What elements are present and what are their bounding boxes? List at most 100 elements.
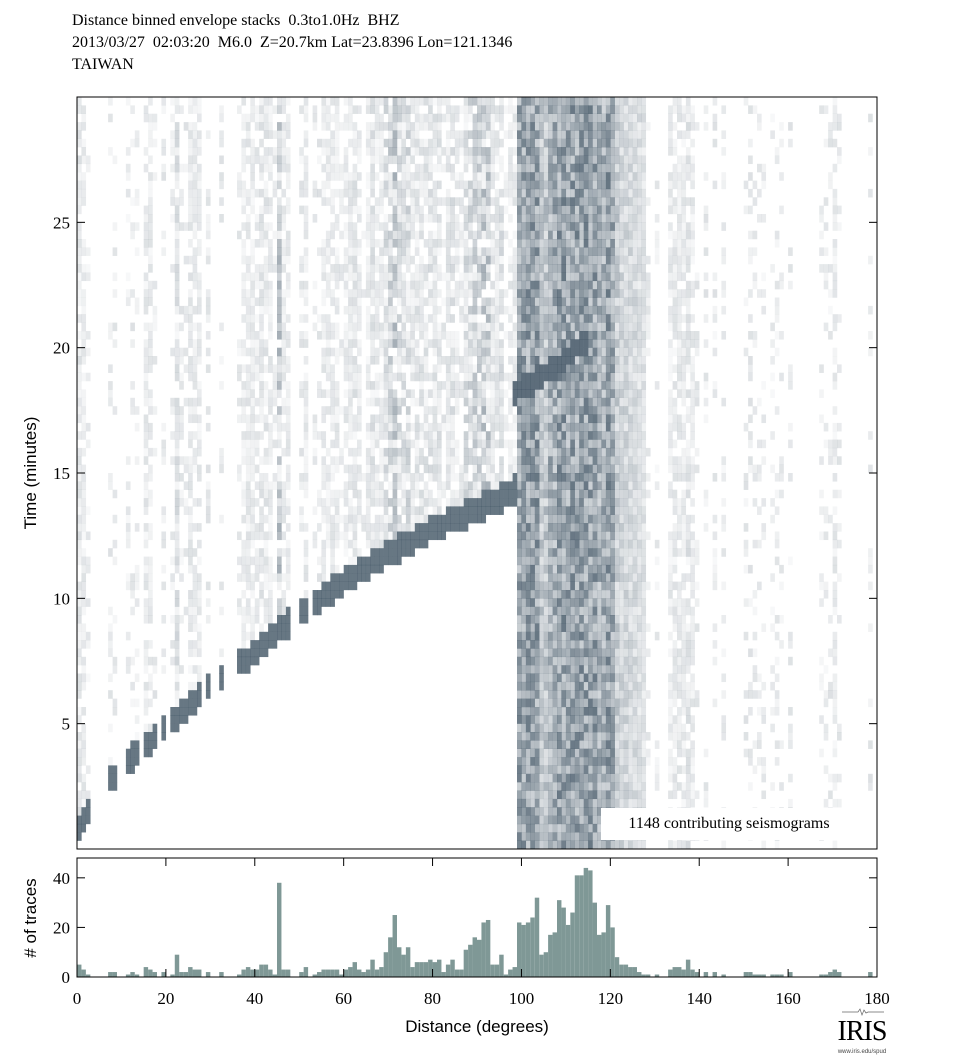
heatmap-cell (459, 130, 464, 139)
heatmap-cell (343, 389, 349, 398)
heatmap-cell (352, 138, 358, 148)
heatmap-cell (339, 514, 344, 524)
heatmap-cell (259, 590, 264, 599)
heatmap-cell (183, 464, 189, 474)
heatmap-cell (245, 489, 251, 499)
heatmap-cell (517, 498, 522, 507)
heatmap-cell (565, 665, 571, 674)
heatmap-cell (317, 247, 322, 256)
heatmap-cell (485, 264, 491, 273)
heatmap-cell (219, 456, 224, 465)
heatmap-cell (592, 239, 598, 248)
heatmap-cell (468, 222, 473, 231)
heatmap-cell (179, 406, 184, 415)
heatmap-cell (81, 531, 87, 541)
heatmap-cell (459, 305, 464, 315)
heatmap-cell (77, 823, 82, 833)
heatmap-cell (365, 447, 371, 457)
heatmap-cell (205, 514, 211, 524)
heatmap-cell (463, 523, 469, 532)
heatmap-cell (521, 590, 527, 599)
heatmap-cell (570, 105, 575, 114)
heatmap-cell (521, 431, 527, 440)
heatmap-cell (414, 305, 420, 315)
heatmap-cell (445, 456, 451, 465)
heatmap-cell (112, 665, 118, 674)
heatmap-cell (432, 473, 438, 482)
heatmap-cell (348, 105, 353, 114)
heatmap-cell (343, 406, 349, 415)
heatmap-cell (450, 439, 455, 449)
heatmap-cell (579, 205, 584, 215)
heatmap-cell (490, 172, 495, 181)
heatmap-cell (143, 222, 149, 231)
heatmap-cell (414, 280, 420, 290)
heatmap-cell (410, 272, 415, 282)
heatmap-cell (183, 456, 189, 465)
heatmap-cell (561, 122, 567, 131)
heatmap-cell (592, 381, 598, 390)
heatmap-cell (357, 422, 362, 432)
heatmap-cell (281, 305, 287, 315)
heatmap-cell (357, 138, 362, 148)
heatmap-cell (534, 272, 540, 282)
heatmap-cell (77, 590, 82, 599)
heatmap-cell (543, 564, 549, 574)
heatmap-cell (588, 230, 593, 240)
heatmap-cell (437, 431, 442, 440)
heatmap-cell (450, 113, 455, 123)
heatmap-cell (410, 422, 415, 432)
heatmap-cell (277, 163, 282, 173)
heatmap-cell (565, 447, 571, 457)
heatmap-cell (370, 439, 375, 449)
heatmap-cell (437, 531, 442, 541)
heatmap-cell (525, 155, 531, 165)
heatmap-cell (525, 163, 531, 173)
heatmap-cell (77, 640, 82, 649)
heatmap-cell (574, 648, 580, 658)
heatmap-cell (552, 180, 558, 190)
heatmap-cell (414, 180, 420, 190)
heatmap-cell (281, 372, 287, 382)
heatmap-cell (592, 138, 598, 148)
heatmap-cell (348, 581, 353, 591)
heatmap-cell (450, 147, 455, 156)
heatmap-cell (401, 489, 407, 499)
heatmap-cell (77, 631, 82, 641)
heatmap-cell (592, 690, 598, 699)
heatmap-cell (557, 673, 562, 683)
heatmap-cell (454, 381, 460, 390)
heatmap-cell (579, 564, 584, 574)
heatmap-cell (343, 564, 349, 574)
heatmap-cell (263, 97, 269, 106)
heatmap-cell (330, 147, 335, 156)
heatmap-cell (548, 590, 553, 599)
heatmap-cell (463, 163, 469, 173)
heatmap-cell (530, 122, 535, 131)
heatmap-cell (552, 623, 558, 632)
heatmap-cell (570, 681, 575, 691)
heatmap-cell (494, 314, 500, 323)
heatmap-cell (85, 422, 91, 432)
heatmap-cell (405, 105, 411, 114)
heatmap-cell (299, 514, 304, 524)
heatmap-cell (517, 765, 522, 774)
heatmap-cell (530, 155, 535, 165)
heatmap-cell (441, 322, 447, 332)
heatmap-cell (579, 531, 584, 541)
heatmap-cell (521, 239, 527, 248)
heatmap-cell (574, 606, 580, 616)
heatmap-cell (597, 615, 602, 624)
heatmap-cell (592, 456, 598, 465)
heatmap-cell (143, 740, 149, 749)
heatmap-cell (521, 97, 527, 106)
heatmap-cell (397, 364, 402, 373)
heatmap-cell (285, 397, 291, 407)
heatmap-cell (250, 615, 255, 624)
heatmap-cell (583, 130, 589, 139)
heatmap-cell (192, 464, 198, 474)
heatmap-cell (183, 255, 189, 265)
heatmap-cell (539, 205, 544, 215)
heatmap-cell (517, 205, 522, 215)
heatmap-cell (250, 489, 255, 499)
